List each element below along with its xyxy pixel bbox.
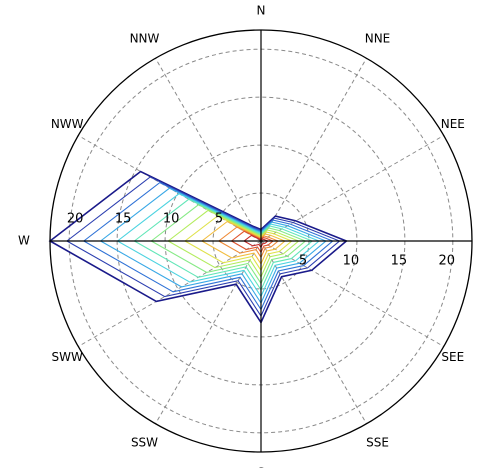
direction-label-s: S [257,466,265,468]
direction-label-w: W [18,234,30,248]
grid-spoke-nnw [155,58,262,242]
direction-label-see: SEE [441,350,464,364]
radial-tick-west-10: 10 [163,212,180,227]
chart-labels: 55101015152020NNNENEEESEESSESSSWSWWWNWWN… [18,4,465,468]
direction-label-nne: NNE [365,32,391,46]
radial-tick-east-10: 10 [343,254,360,269]
radial-tick-west-20: 20 [67,212,84,227]
outer-circle [49,29,473,453]
direction-label-sse: SSE [366,435,389,449]
grid-spoke-sww [78,240,262,347]
direction-label-nee: NEE [441,117,465,131]
radial-tick-east-15: 15 [391,254,408,269]
radial-tick-west-5: 5 [215,212,223,227]
radial-tick-east-5: 5 [299,254,307,269]
direction-label-nnw: NNW [130,32,160,46]
direction-label-nww: NWW [51,117,84,131]
direction-label-ssw: SSW [131,435,158,449]
radial-tick-west-15: 15 [115,212,132,227]
direction-label-n: N [257,4,266,18]
grid-spoke-nee [260,135,444,242]
grid-spoke-nne [260,58,367,242]
contour-series [48,170,348,325]
polar-axes [49,29,473,453]
radial-tick-east-20: 20 [439,254,456,269]
direction-label-sww: SWW [52,350,83,364]
grid-spoke-ssw [155,240,262,424]
